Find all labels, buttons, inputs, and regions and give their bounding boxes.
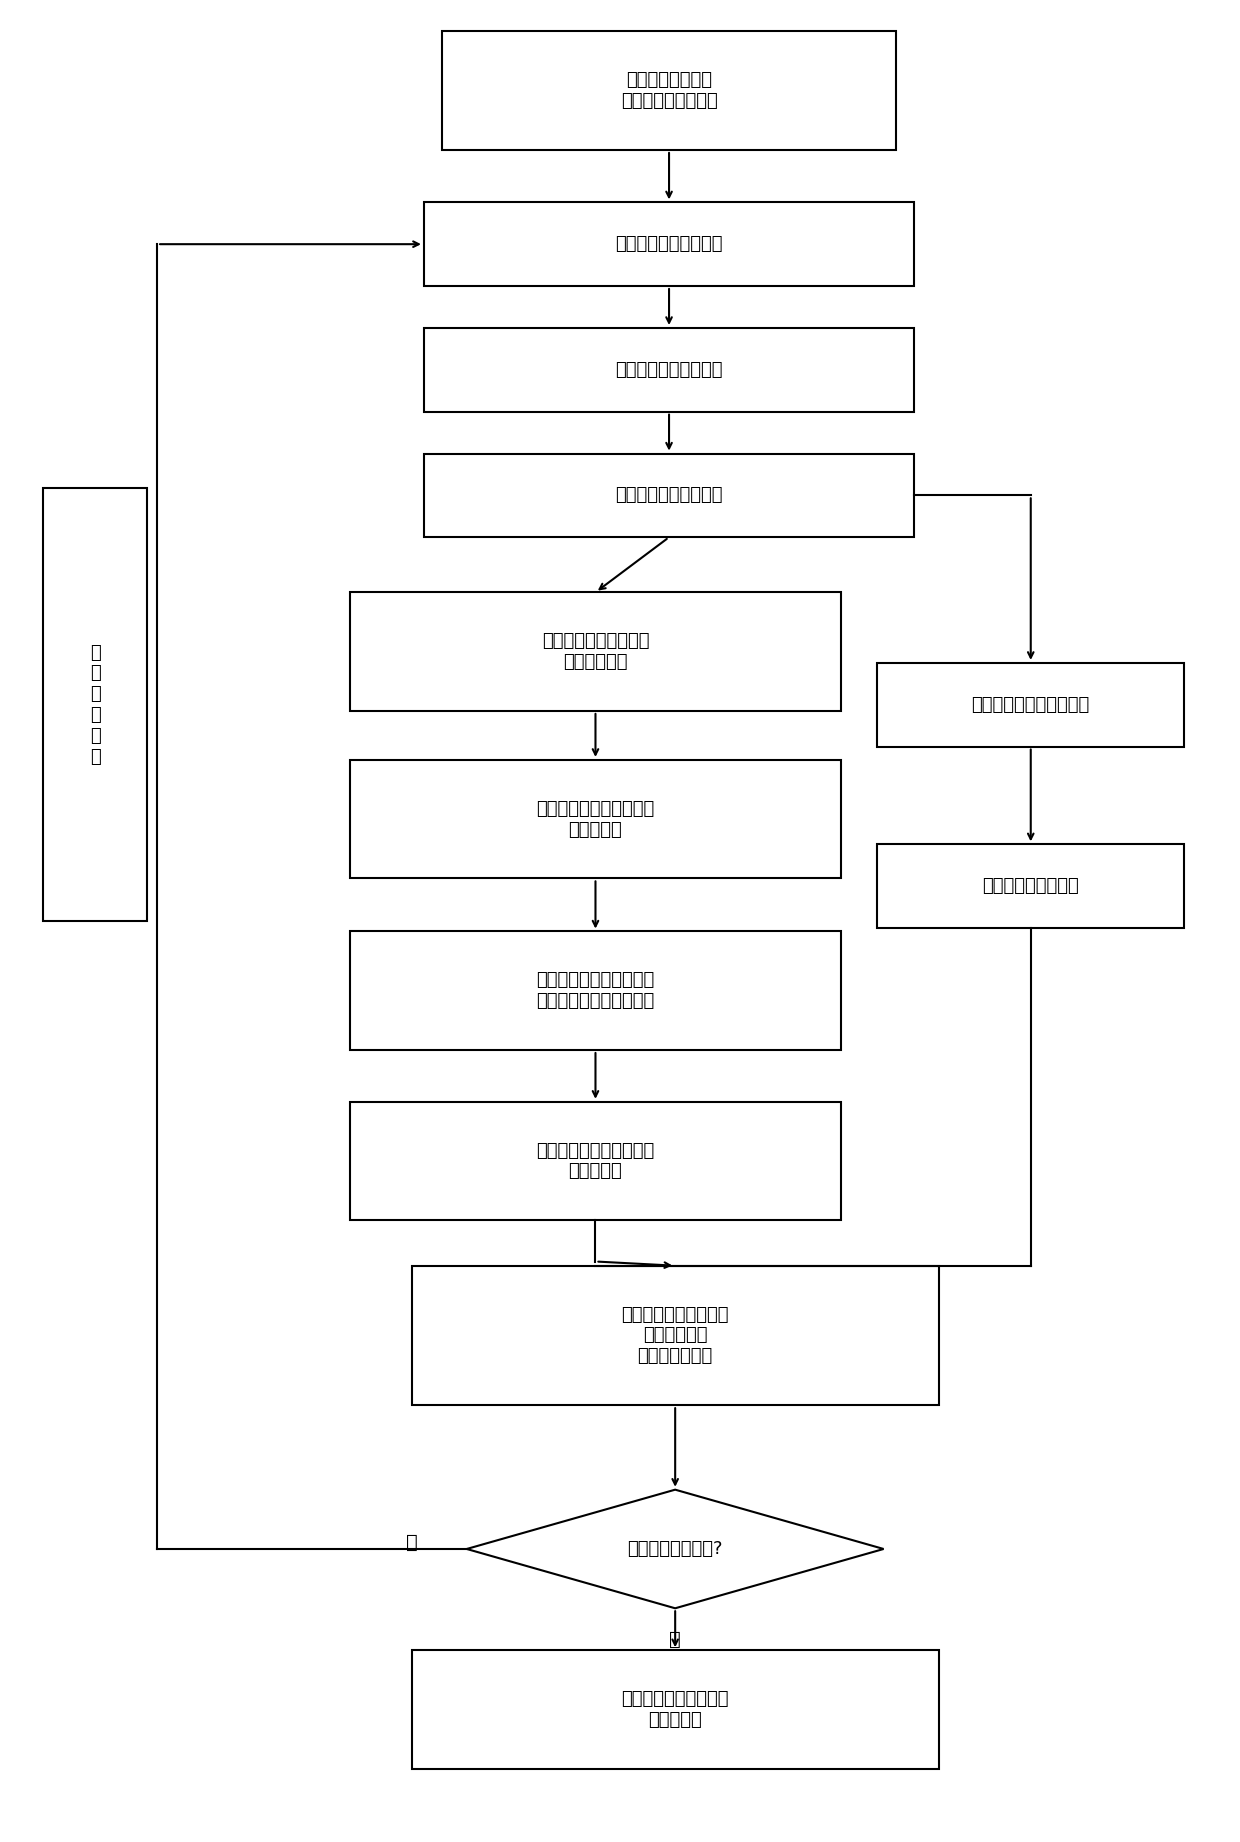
Text: 计算阵列直角坐标系下的
阵元方向图: 计算阵列直角坐标系下的 阵元方向图	[537, 1142, 655, 1181]
Text: 确定阵元激励幅度和相位: 确定阵元激励幅度和相位	[972, 696, 1090, 713]
Text: 计算变形后阵元的位置: 计算变形后阵元的位置	[615, 486, 723, 505]
Text: 进行结构载荷变形分析: 进行结构载荷变形分析	[615, 361, 723, 379]
Bar	[350, 1102, 841, 1221]
Bar	[878, 663, 1184, 746]
Text: 确定阵元直角坐标系与阵
列直角坐标系的转换矩阵: 确定阵元直角坐标系与阵 列直角坐标系的转换矩阵	[537, 971, 655, 1009]
Bar	[412, 1650, 939, 1768]
Bar	[412, 1265, 939, 1405]
Text: 是: 是	[670, 1630, 681, 1649]
Bar	[350, 593, 841, 711]
Text: 增
加
载
荷
大
小: 增 加 载 荷 大 小	[89, 643, 100, 766]
Bar	[43, 488, 148, 921]
Bar	[350, 759, 841, 879]
Bar	[443, 31, 895, 149]
Text: 电性能不满足指标?: 电性能不满足指标?	[627, 1540, 723, 1558]
Bar	[424, 453, 914, 538]
Bar	[424, 203, 914, 286]
Text: 计算阵元空间相位差: 计算阵元空间相位差	[982, 877, 1079, 895]
Text: 否: 否	[405, 1533, 418, 1551]
Polygon shape	[466, 1490, 884, 1608]
Text: 建立阵元直角坐标系和
阵元球坐标系: 建立阵元直角坐标系和 阵元球坐标系	[542, 632, 650, 670]
Text: 给出天线所受载荷初值: 给出天线所受载荷初值	[615, 236, 723, 252]
Text: 计算阵元直角坐标系下的
阵元方向图: 计算阵元直角坐标系下的 阵元方向图	[537, 799, 655, 838]
Text: 圆柱共形阵列天线
结构参数和电磁参数: 圆柱共形阵列天线 结构参数和电磁参数	[621, 72, 718, 111]
Text: 确定圆柱共形阵列天线
载荷临界值: 确定圆柱共形阵列天线 载荷临界值	[621, 1691, 729, 1730]
Text: 利用圆柱共形阵列天线
机电耦合模型
计算天线电性能: 利用圆柱共形阵列天线 机电耦合模型 计算天线电性能	[621, 1306, 729, 1365]
Bar	[878, 844, 1184, 928]
Bar	[424, 328, 914, 411]
Bar	[350, 932, 841, 1050]
